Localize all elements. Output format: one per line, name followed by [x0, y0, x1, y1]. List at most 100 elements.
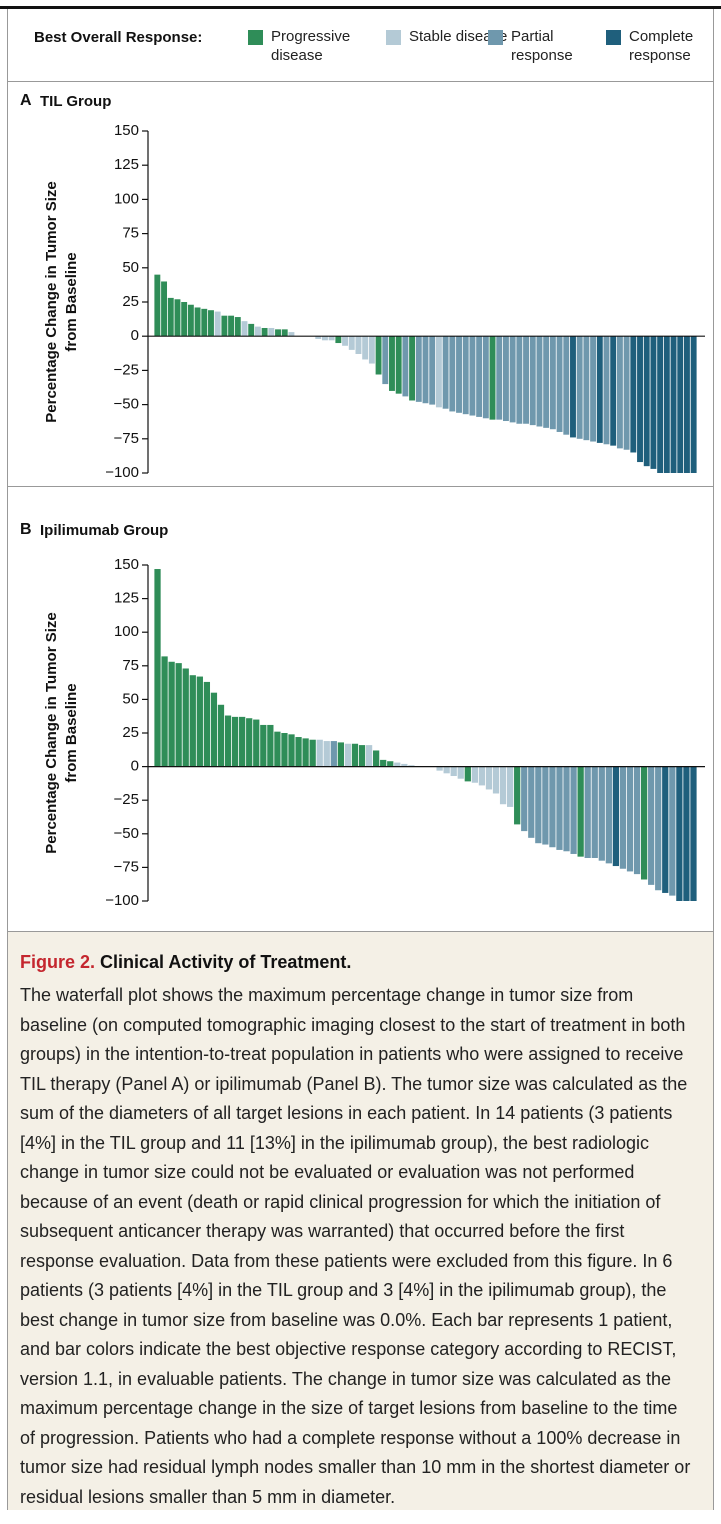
panel-title: Ipilimumab Group [40, 522, 169, 539]
bar [288, 332, 295, 337]
bar [395, 336, 402, 394]
bar [677, 336, 684, 473]
caption-heading: Figure 2. Clinical Activity of Treatment… [20, 952, 351, 973]
bar [670, 336, 677, 473]
bar [556, 336, 563, 432]
bar [321, 336, 328, 341]
bar [469, 336, 476, 416]
bar [375, 336, 382, 375]
bar [502, 336, 509, 422]
bar [650, 336, 657, 469]
bar [254, 326, 261, 337]
bar [633, 766, 641, 875]
bar [208, 310, 214, 337]
y-tick-label: 75 [122, 657, 139, 674]
bar [663, 336, 670, 473]
y-tick-label: 0 [131, 327, 139, 344]
bar [489, 336, 496, 420]
bar [221, 315, 228, 337]
panel-letter: B [20, 521, 32, 538]
bar [683, 336, 690, 473]
y-tick-label: −25 [114, 791, 139, 808]
y-tick-label: −75 [114, 858, 139, 875]
bar [462, 336, 469, 415]
bar [365, 745, 373, 767]
y-tick-label: 125 [114, 156, 139, 173]
bar [536, 336, 543, 427]
bar [248, 323, 255, 337]
bar [387, 761, 394, 767]
bar [315, 336, 322, 339]
bar [590, 336, 597, 442]
panel-letter: A [20, 92, 32, 109]
bar [450, 766, 457, 777]
bar [596, 336, 603, 443]
bar [485, 766, 493, 790]
bar [543, 336, 550, 428]
bar [161, 656, 168, 767]
bar [657, 336, 664, 473]
bar [577, 766, 584, 857]
bar [154, 274, 161, 337]
bar [281, 733, 288, 767]
y-tick-label: 150 [114, 556, 139, 573]
y-tick-label: 75 [122, 225, 139, 242]
separator [8, 931, 713, 932]
y-tick-label: 100 [114, 623, 139, 640]
bar [268, 327, 275, 337]
legend-swatch [606, 30, 621, 45]
bar [415, 336, 422, 402]
bar [576, 336, 583, 439]
y-tick-label: 125 [114, 590, 139, 607]
bar [690, 766, 697, 901]
bar [610, 336, 617, 446]
y-tick-label: 25 [122, 724, 139, 741]
bar [499, 766, 507, 805]
bar [570, 336, 576, 438]
bar [476, 336, 483, 417]
bar [253, 719, 260, 767]
bar [288, 734, 295, 767]
bar [181, 302, 188, 337]
bar [174, 299, 181, 337]
bar [335, 336, 342, 344]
bar [683, 766, 690, 901]
bar [267, 724, 274, 767]
bar [669, 766, 676, 896]
bar [563, 336, 570, 435]
bar [542, 766, 549, 845]
bar [556, 766, 563, 850]
bar [260, 724, 267, 767]
bar [640, 766, 648, 880]
bar [201, 308, 208, 337]
bar [154, 569, 161, 767]
legend-label: Partial response [511, 28, 573, 64]
bar [528, 766, 535, 838]
y-tick-label: −50 [114, 396, 139, 413]
bar [187, 304, 194, 337]
bar [337, 742, 345, 767]
bar [239, 716, 246, 767]
legend-label: Progressive disease [271, 28, 351, 64]
bar [316, 739, 323, 767]
bar [231, 716, 239, 767]
bar [457, 766, 464, 779]
bar [194, 307, 201, 337]
bar [401, 763, 408, 767]
bar [224, 715, 232, 767]
legend-label: Stable disease [409, 28, 508, 45]
bar [351, 743, 359, 767]
y-tick-label: 0 [131, 758, 139, 775]
bar [175, 663, 182, 767]
bar [210, 692, 218, 767]
bar [471, 766, 478, 783]
bar [429, 336, 436, 405]
bar [516, 336, 523, 424]
bar [382, 336, 389, 385]
bar [612, 766, 620, 867]
bar [570, 766, 577, 854]
bar [330, 741, 337, 767]
bar [408, 765, 415, 767]
y-tick-label: 100 [114, 190, 139, 207]
bar [274, 731, 281, 767]
